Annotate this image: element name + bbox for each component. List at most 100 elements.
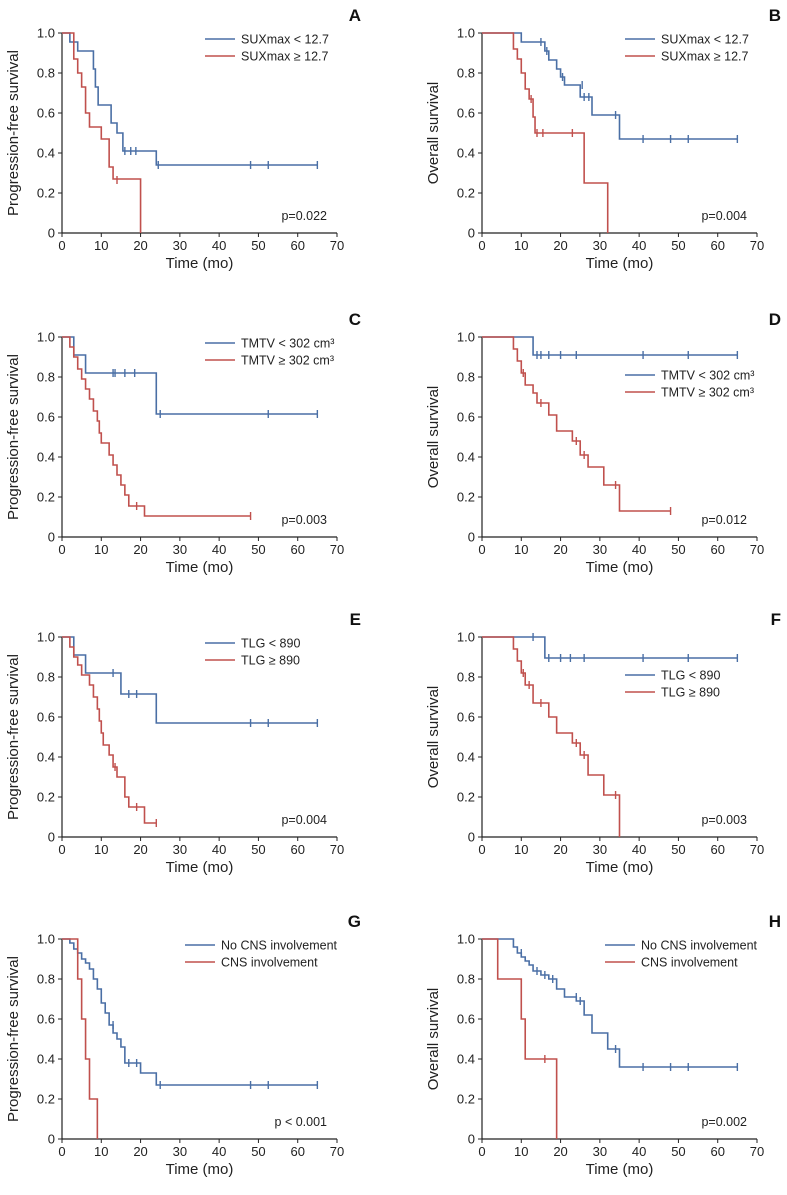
x-tick-label: 40 xyxy=(212,238,226,253)
y-tick-label: 1.0 xyxy=(37,630,55,645)
x-tick-label: 60 xyxy=(710,1144,724,1159)
y-tick-label: 1.0 xyxy=(457,330,475,345)
km-curve-group-low xyxy=(62,32,318,166)
y-tick-label: 0.4 xyxy=(457,750,475,765)
x-axis-label: Time (mo) xyxy=(586,1161,654,1178)
x-tick-label: 10 xyxy=(514,542,528,557)
y-tick-label: 0.2 xyxy=(457,1092,475,1107)
x-tick-label: 50 xyxy=(671,842,685,857)
y-tick-label: 0 xyxy=(468,1132,475,1147)
panel-letter: B xyxy=(769,6,781,25)
legend-label: TMTV ≥ 302 cm³ xyxy=(241,354,334,368)
x-axis-label: Time (mo) xyxy=(166,255,234,272)
y-tick-label: 0.4 xyxy=(37,1052,55,1067)
y-tick-label: 1.0 xyxy=(457,630,475,645)
x-tick-label: 20 xyxy=(133,238,147,253)
x-tick-label: 50 xyxy=(251,542,265,557)
y-tick-label: 0 xyxy=(48,226,55,241)
x-tick-label: 0 xyxy=(478,842,485,857)
x-tick-label: 30 xyxy=(593,238,607,253)
p-value: p=0.002 xyxy=(701,1115,747,1129)
x-tick-label: 70 xyxy=(330,238,344,253)
legend-label: TLG < 890 xyxy=(241,637,300,651)
y-tick-label: 0.2 xyxy=(37,1092,55,1107)
y-axis-label: Overall survival xyxy=(425,386,442,489)
x-tick-label: 30 xyxy=(593,842,607,857)
y-tick-label: 0.6 xyxy=(37,1012,55,1027)
legend-label: TMTV ≥ 302 cm³ xyxy=(661,386,754,400)
legend-label: SUXmax ≥ 12.7 xyxy=(241,50,328,64)
x-tick-label: 20 xyxy=(553,542,567,557)
x-axis-label: Time (mo) xyxy=(586,559,654,576)
km-curve-group-high xyxy=(482,636,621,837)
km-curve-group-low xyxy=(62,336,318,415)
y-tick-label: 0 xyxy=(48,1132,55,1147)
y-tick-label: 0.6 xyxy=(457,106,475,121)
y-tick-label: 0.8 xyxy=(37,370,55,385)
p-value: p=0.003 xyxy=(701,813,747,827)
x-tick-label: 10 xyxy=(514,238,528,253)
km-curve-group-high xyxy=(482,32,609,233)
x-tick-label: 40 xyxy=(632,542,646,557)
y-tick-label: 1.0 xyxy=(457,26,475,41)
x-tick-label: 0 xyxy=(478,542,485,557)
y-tick-label: 0.2 xyxy=(37,790,55,805)
y-tick-label: 0.6 xyxy=(457,710,475,725)
panel-letter: H xyxy=(769,912,781,931)
y-axis-label: Overall survival xyxy=(425,988,442,1091)
x-tick-label: 10 xyxy=(514,1144,528,1159)
x-tick-label: 70 xyxy=(750,1144,764,1159)
panel-c: 0 0.2 0.4 0.6 0.8 1.0 0 10 20 30 40 50 60 70 Time (mo)… xyxy=(5,310,361,576)
y-tick-label: 0.4 xyxy=(457,450,475,465)
y-tick-label: 1.0 xyxy=(37,330,55,345)
x-tick-label: 60 xyxy=(710,238,724,253)
y-tick-label: 0.4 xyxy=(457,146,475,161)
x-tick-label: 50 xyxy=(251,238,265,253)
legend-label: SUXmax ≥ 12.7 xyxy=(661,50,748,64)
x-tick-label: 20 xyxy=(133,1144,147,1159)
y-tick-label: 0.6 xyxy=(457,1012,475,1027)
x-tick-label: 30 xyxy=(593,1144,607,1159)
x-tick-label: 0 xyxy=(478,238,485,253)
km-curve-group-low xyxy=(482,636,738,659)
y-tick-label: 0.6 xyxy=(37,106,55,121)
y-tick-label: 0.8 xyxy=(457,370,475,385)
y-axis-label: Progression-free survival xyxy=(5,654,22,820)
x-tick-label: 10 xyxy=(514,842,528,857)
x-tick-label: 0 xyxy=(478,1144,485,1159)
x-tick-label: 10 xyxy=(94,1144,108,1159)
y-axis-label: Overall survival xyxy=(425,686,442,789)
y-tick-label: 0.8 xyxy=(457,66,475,81)
x-tick-label: 0 xyxy=(58,238,65,253)
x-tick-label: 70 xyxy=(330,1144,344,1159)
x-tick-label: 20 xyxy=(553,1144,567,1159)
x-tick-label: 30 xyxy=(173,238,187,253)
y-tick-label: 0 xyxy=(48,530,55,545)
y-tick-label: 0 xyxy=(468,830,475,845)
p-value: p=0.022 xyxy=(281,209,327,223)
legend-label: TMTV < 302 cm³ xyxy=(241,337,334,351)
x-tick-label: 60 xyxy=(290,842,304,857)
x-tick-label: 50 xyxy=(671,238,685,253)
x-tick-label: 60 xyxy=(290,1144,304,1159)
x-tick-label: 50 xyxy=(671,542,685,557)
legend-label: SUXmax < 12.7 xyxy=(661,33,749,47)
km-curve-group-high xyxy=(62,336,251,517)
y-tick-label: 0 xyxy=(48,830,55,845)
p-value: p < 0.001 xyxy=(275,1115,328,1129)
x-tick-label: 10 xyxy=(94,238,108,253)
p-value: p=0.012 xyxy=(701,513,747,527)
y-tick-label: 0.4 xyxy=(457,1052,475,1067)
x-tick-label: 40 xyxy=(632,842,646,857)
p-value: p=0.004 xyxy=(701,209,747,223)
x-tick-label: 40 xyxy=(212,1144,226,1159)
km-curve-group-low xyxy=(62,636,318,724)
x-axis-label: Time (mo) xyxy=(586,859,654,876)
x-tick-label: 20 xyxy=(553,238,567,253)
km-curve-group-high xyxy=(482,938,558,1139)
legend-label: TLG ≥ 890 xyxy=(241,654,300,668)
km-curve-group-low xyxy=(482,32,738,140)
x-tick-label: 60 xyxy=(710,542,724,557)
legend-label: CNS involvement xyxy=(221,956,318,970)
x-tick-label: 10 xyxy=(94,842,108,857)
